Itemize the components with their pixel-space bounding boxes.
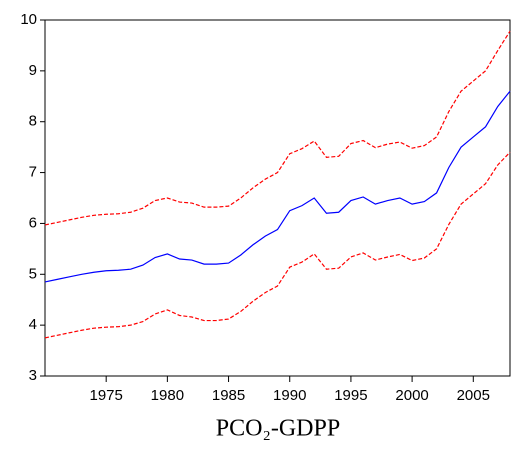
x-tick-label: 1980 (151, 387, 184, 404)
x-tick-label: 1990 (273, 387, 306, 404)
x-tick-label: 1985 (212, 387, 245, 404)
plot-frame (44, 19, 511, 377)
y-tick-label: 3 (29, 367, 37, 384)
series-line (44, 151, 511, 339)
y-tick-label: 6 (29, 214, 37, 231)
series-line (44, 30, 511, 226)
x-tick-label: 1975 (89, 387, 122, 404)
x-tick-label: 2000 (395, 387, 428, 404)
x-tick-label: 2005 (457, 387, 490, 404)
y-tick-label: 4 (29, 316, 37, 333)
x-tick-label: 1995 (334, 387, 367, 404)
y-tick-label: 8 (29, 113, 37, 130)
y-tick-label: 7 (29, 164, 37, 181)
y-tick-label: 5 (29, 265, 37, 282)
series-line (44, 90, 511, 283)
y-tick-label: 9 (29, 62, 37, 79)
chart-title: PCO₂-GDPP (216, 416, 340, 442)
y-tick-label: 10 (20, 11, 37, 28)
